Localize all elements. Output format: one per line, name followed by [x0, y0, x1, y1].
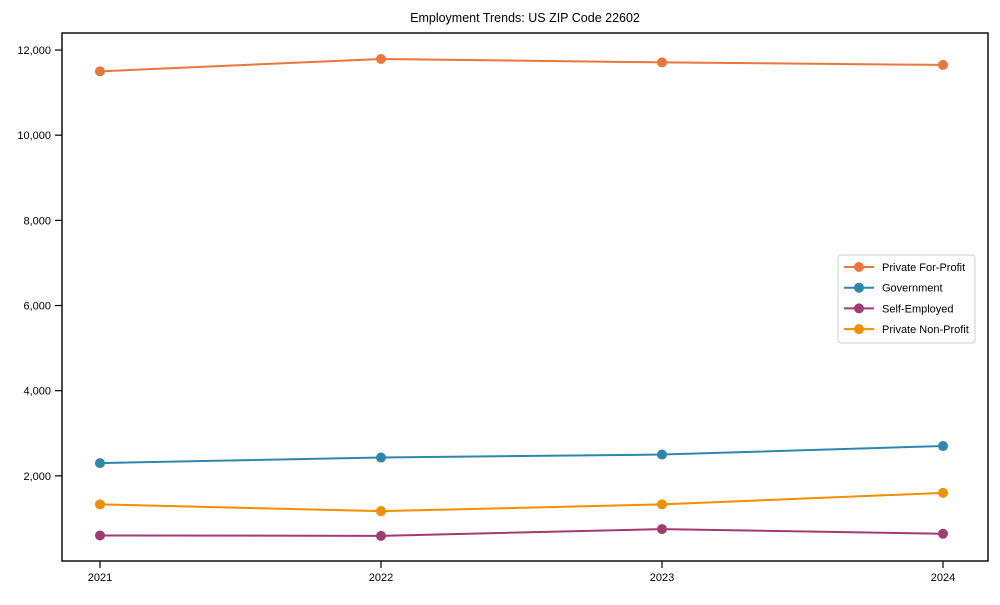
series-line-private-non-profit — [99, 491, 944, 513]
data-point-government-2021 — [95, 458, 105, 469]
y-tick-label: 6,000 — [23, 301, 51, 313]
x-tick-label: 2024 — [931, 572, 955, 584]
legend-box — [837, 254, 976, 344]
legend-marker-private-non-profit — [854, 324, 864, 335]
series-layer — [95, 53, 948, 541]
y-tick-label: 2,000 — [23, 471, 51, 483]
plot-area-border — [61, 32, 989, 562]
y-tick-label: 10,000 — [17, 130, 51, 142]
data-point-self-employed-2021 — [95, 530, 105, 541]
data-point-private-non-profit-2021 — [95, 499, 105, 510]
data-point-government-2024 — [938, 441, 948, 452]
data-point-government-2022 — [376, 452, 386, 463]
series-line-government — [99, 445, 944, 465]
legend-label-private-for-profit: Private For-Profit — [882, 262, 965, 274]
legend-marker-government — [854, 282, 864, 293]
legend-label-self-employed: Self-Employed — [882, 303, 954, 315]
x-axis: 2021 2022 2023 2024 — [88, 561, 955, 584]
legend: Private For-Profit Government Self-Employe… — [837, 254, 976, 344]
data-point-self-employed-2023 — [657, 524, 667, 535]
legend-label-private-non-profit: Private Non-Profit — [882, 324, 969, 336]
legend-label-government: Government — [882, 283, 943, 295]
series-line-self-employed — [99, 528, 944, 537]
x-tick-label: 2021 — [88, 572, 112, 584]
data-point-private-for-profit-2023 — [657, 57, 667, 68]
legend-marker-private-for-profit — [854, 262, 864, 272]
data-point-private-for-profit-2021 — [95, 66, 105, 77]
data-point-self-employed-2022 — [376, 530, 386, 541]
y-tick-label: 4,000 — [23, 386, 51, 398]
y-axis: 2,000 4,000 6,000 8,000 10,000 12,000 — [17, 45, 62, 483]
data-point-private-non-profit-2022 — [376, 506, 386, 517]
data-point-private-non-profit-2024 — [938, 487, 948, 498]
data-point-government-2023 — [657, 449, 667, 460]
y-tick-label: 8,000 — [23, 215, 51, 227]
legend-marker-self-employed — [854, 303, 864, 314]
x-tick-label: 2023 — [650, 572, 674, 584]
series-line-private-for-profit — [99, 57, 944, 73]
data-point-private-for-profit-2022 — [376, 53, 386, 64]
data-point-self-employed-2024 — [938, 528, 948, 539]
data-point-private-non-profit-2023 — [657, 499, 667, 510]
plot-spines — [61, 32, 989, 562]
data-point-private-for-profit-2024 — [938, 59, 948, 70]
y-tick-label: 12,000 — [17, 45, 51, 57]
x-tick-label: 2022 — [369, 572, 393, 584]
chart-title: Employment Trends: US ZIP Code 22602 — [410, 11, 640, 25]
